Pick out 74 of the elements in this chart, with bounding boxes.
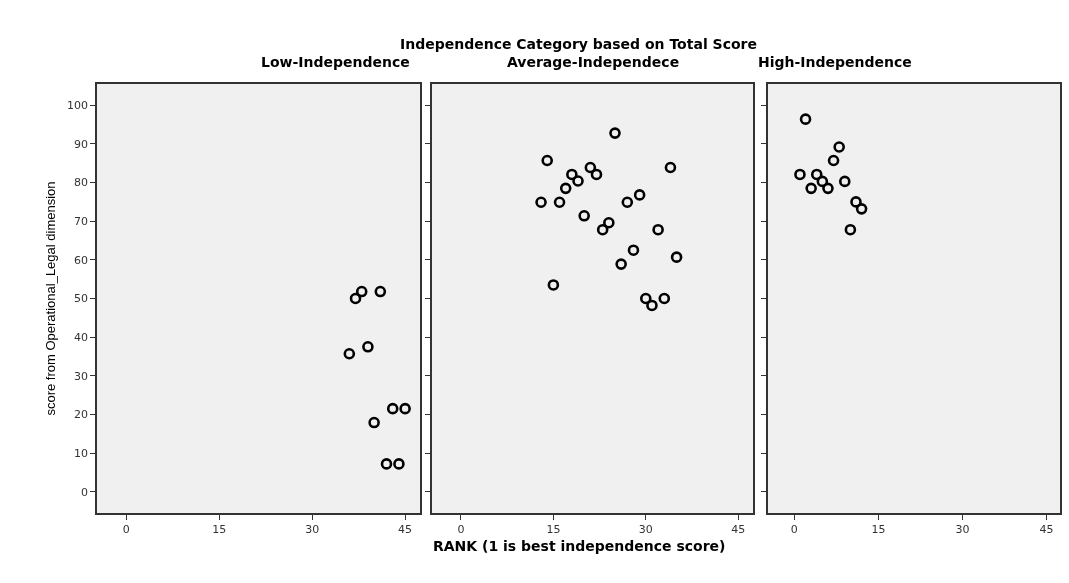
point bbox=[362, 341, 374, 353]
point bbox=[670, 251, 683, 263]
y-tick-label: 80 bbox=[74, 176, 89, 190]
x-tick-label: 45 bbox=[1039, 522, 1054, 536]
point bbox=[844, 223, 857, 236]
point bbox=[393, 458, 405, 470]
point bbox=[633, 189, 646, 201]
chart-title: Low-Independence bbox=[261, 54, 410, 70]
point bbox=[799, 113, 812, 125]
point bbox=[805, 182, 817, 195]
x-axis-title: RANK (1 is best independence score) bbox=[433, 538, 726, 554]
point bbox=[541, 154, 554, 167]
y-tick-label: 30 bbox=[74, 369, 89, 383]
point bbox=[822, 182, 834, 195]
point bbox=[559, 182, 572, 195]
point bbox=[627, 244, 640, 256]
chart-title: Average-Independece bbox=[507, 54, 680, 70]
x-tick-label: 45 bbox=[731, 522, 746, 536]
x-tick-label: 0 bbox=[122, 522, 130, 536]
point bbox=[368, 416, 380, 429]
y-tick-label: 20 bbox=[74, 408, 89, 422]
point bbox=[578, 209, 590, 222]
point bbox=[584, 161, 597, 174]
point bbox=[827, 154, 840, 167]
point bbox=[621, 196, 634, 209]
point bbox=[833, 141, 845, 153]
point bbox=[343, 347, 356, 360]
x-tick-label: 30 bbox=[955, 522, 970, 536]
point bbox=[380, 458, 393, 470]
point bbox=[855, 203, 868, 215]
y-tick-label: 10 bbox=[74, 446, 89, 460]
y-tick-label: 50 bbox=[74, 292, 89, 306]
point bbox=[547, 279, 560, 291]
point bbox=[355, 285, 368, 298]
y-tick-label: 100 bbox=[67, 99, 89, 113]
x-tick-label: 0 bbox=[457, 522, 465, 536]
point bbox=[850, 196, 862, 208]
x-tick-label: 15 bbox=[212, 522, 227, 536]
x-tick-label: 30 bbox=[305, 522, 320, 536]
x-tick-label: 0 bbox=[790, 522, 798, 536]
point bbox=[572, 175, 584, 187]
point bbox=[615, 258, 627, 270]
point bbox=[664, 161, 677, 174]
y-tick-label: 70 bbox=[74, 215, 89, 229]
y-tick-label: 0 bbox=[81, 485, 89, 499]
point bbox=[399, 402, 411, 415]
y-axis-title: score from Operational_Legal dimension bbox=[43, 181, 59, 416]
y-tick-label: 60 bbox=[74, 253, 89, 267]
point bbox=[349, 292, 362, 305]
chart-title: High-Independence bbox=[758, 54, 912, 70]
point bbox=[609, 127, 621, 139]
point bbox=[386, 402, 399, 415]
x-tick-label: 45 bbox=[398, 522, 413, 536]
text: Independence Category based on Total Score bbox=[400, 36, 757, 52]
point bbox=[374, 285, 387, 298]
y-tick-label: 40 bbox=[74, 331, 89, 344]
x-tick-label: 30 bbox=[638, 522, 653, 536]
point bbox=[566, 168, 578, 181]
point bbox=[590, 168, 603, 181]
point bbox=[603, 216, 615, 229]
point bbox=[596, 223, 609, 236]
point bbox=[794, 168, 806, 181]
point bbox=[553, 196, 566, 209]
point bbox=[658, 292, 671, 305]
point bbox=[816, 175, 829, 188]
x-tick-label: 15 bbox=[546, 522, 561, 536]
point bbox=[810, 168, 823, 181]
point bbox=[646, 299, 658, 312]
point bbox=[639, 292, 652, 305]
point bbox=[838, 175, 851, 188]
point bbox=[652, 223, 664, 236]
x-tick-label: 15 bbox=[871, 522, 886, 536]
point bbox=[535, 196, 547, 209]
y-tick-label: 90 bbox=[74, 137, 89, 151]
